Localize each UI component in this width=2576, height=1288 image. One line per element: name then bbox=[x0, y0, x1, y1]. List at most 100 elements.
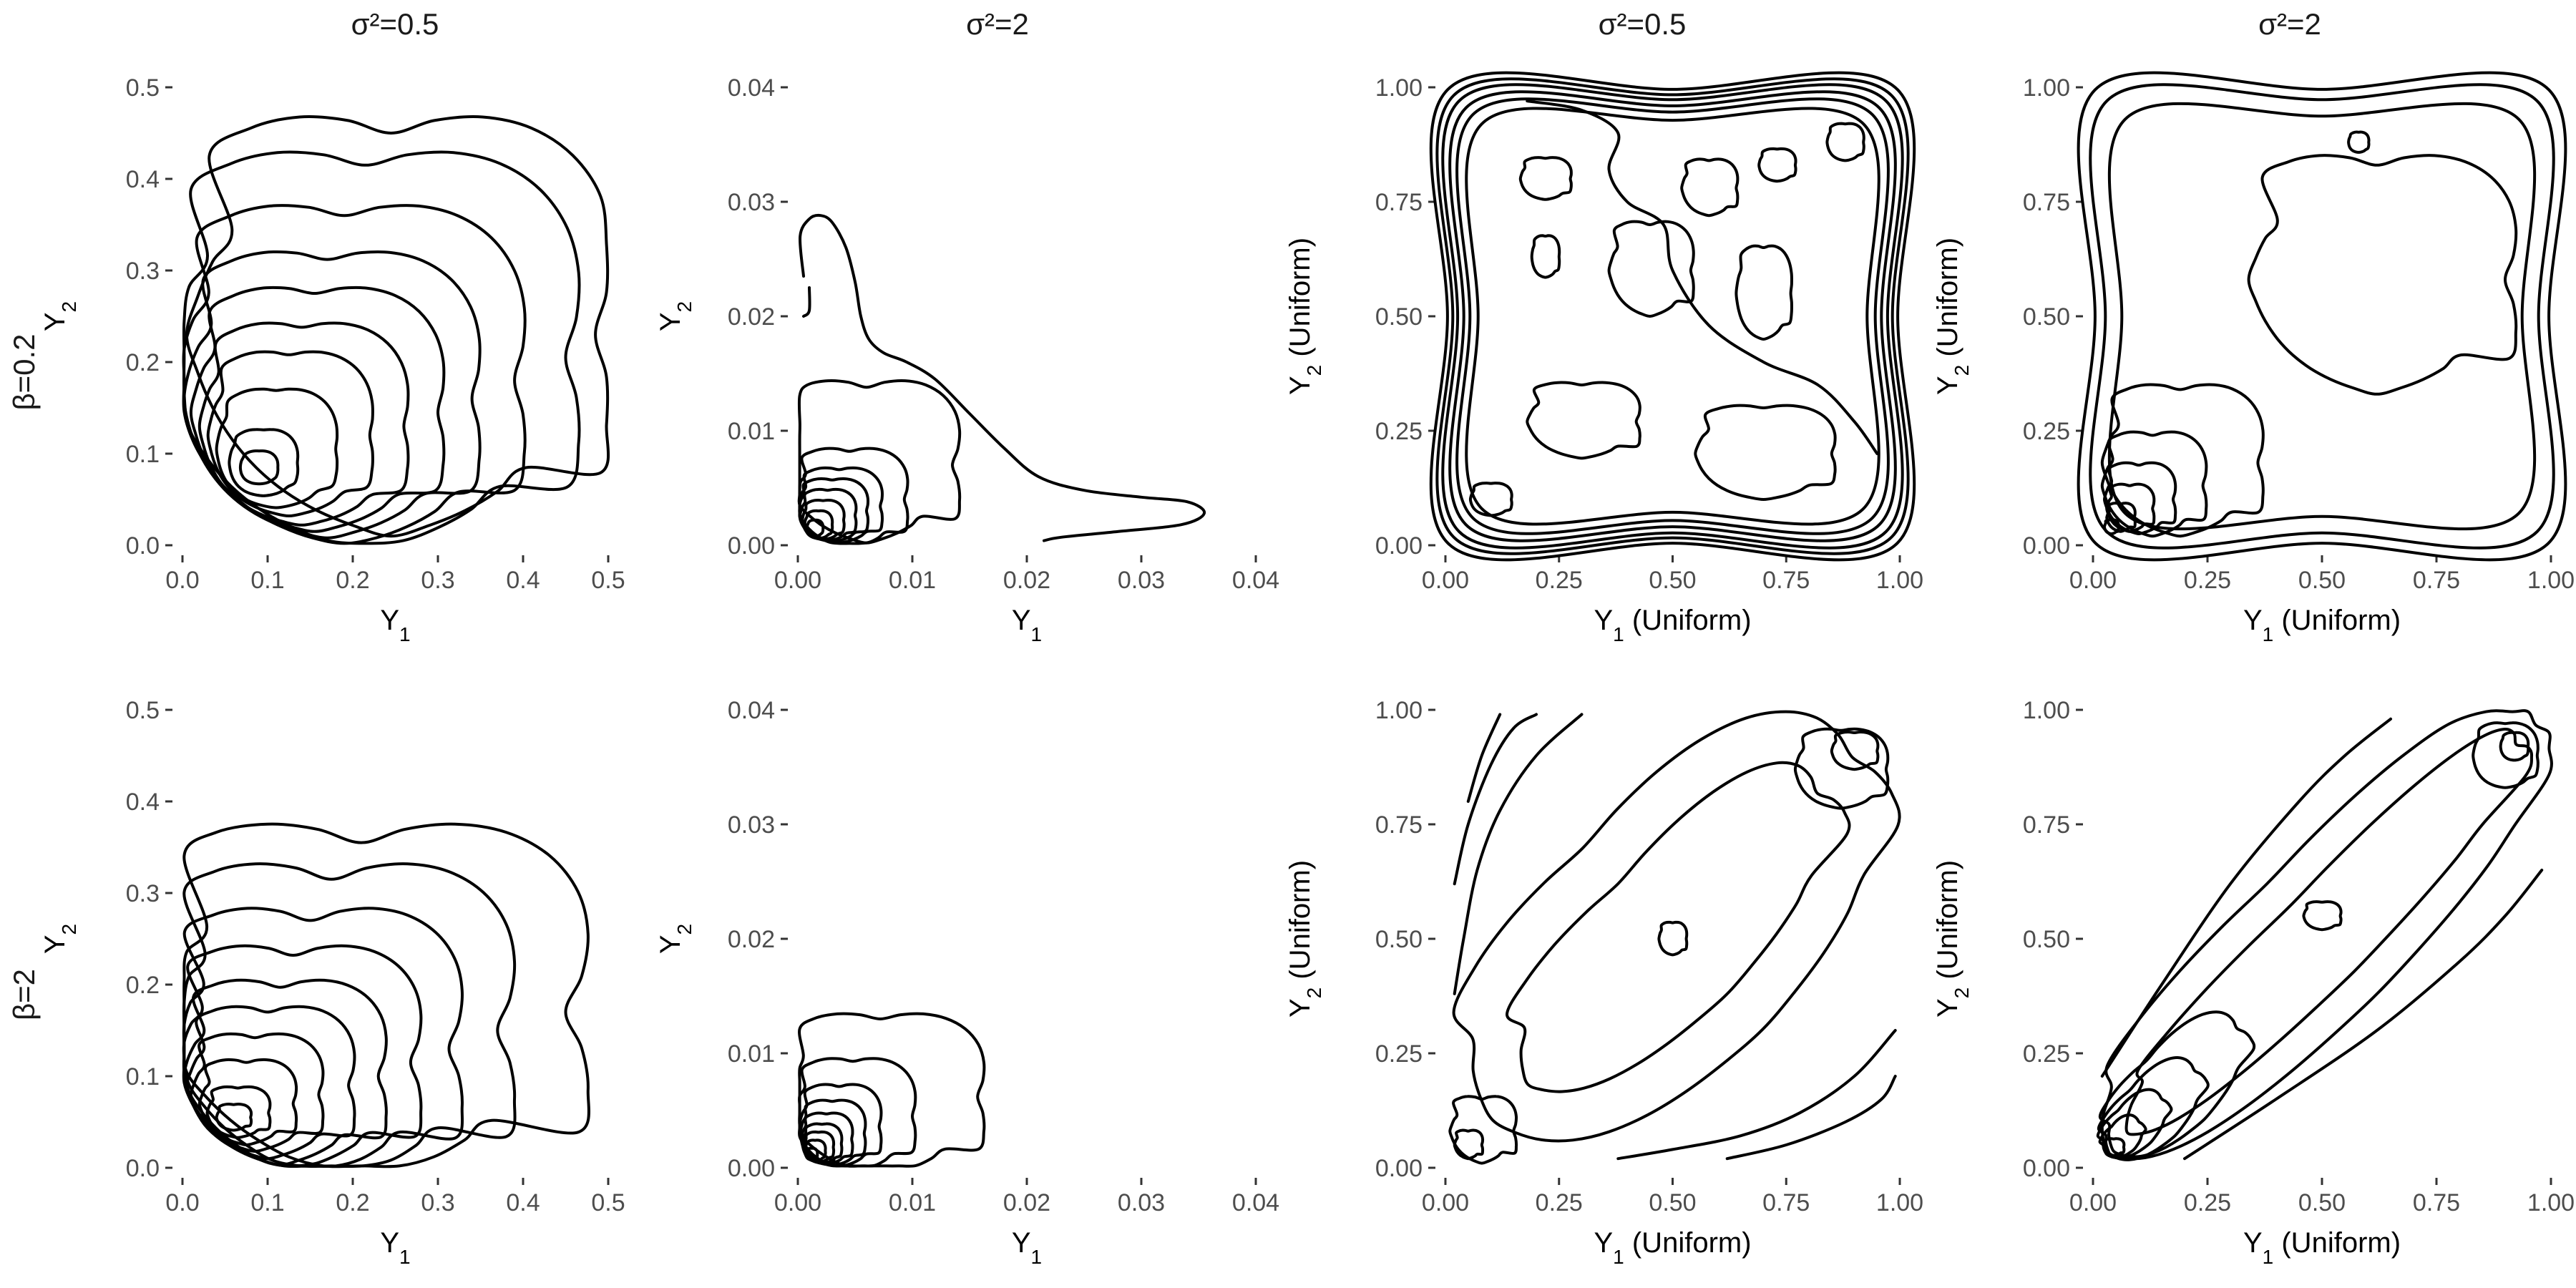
x-tick-label: 0.75 bbox=[2413, 1189, 2460, 1216]
y-tick-label: 0.00 bbox=[2023, 1155, 2070, 1182]
contour-line bbox=[1448, 1095, 1518, 1165]
x-tick-label: 1.00 bbox=[2527, 1189, 2575, 1216]
x-axis-title: Y1 bbox=[1012, 605, 1042, 645]
contour-line bbox=[228, 428, 300, 497]
x-tick-label: 0.00 bbox=[2069, 1189, 2117, 1216]
contour-line bbox=[1757, 147, 1797, 183]
x-axis-title: Y1 (Uniform) bbox=[2243, 1227, 2401, 1268]
x-axis-title: Y1 bbox=[1012, 1227, 1042, 1268]
y-tick-label: 0.00 bbox=[728, 1155, 775, 1182]
x-tick-label: 0.04 bbox=[1232, 567, 1279, 594]
x-tick-label: 0.2 bbox=[336, 567, 369, 594]
x-tick-label: 0.5 bbox=[591, 567, 625, 594]
contour-line bbox=[2347, 130, 2371, 154]
x-tick-label: 0.25 bbox=[2184, 567, 2231, 594]
y-tick-label: 0.75 bbox=[1375, 189, 1423, 216]
x-tick-label: 0.50 bbox=[1649, 1189, 1696, 1216]
contour-line bbox=[1616, 1029, 1897, 1161]
x-tick-label: 1.00 bbox=[1876, 567, 1923, 594]
y-tick-label: 0.4 bbox=[126, 789, 160, 816]
y-axis-title: Y2 bbox=[655, 301, 696, 331]
y-tick-label: 1.00 bbox=[1375, 74, 1423, 102]
y-tick-label: 0.00 bbox=[1375, 1155, 1423, 1182]
x-axis-title: Y1 bbox=[380, 1227, 410, 1268]
y-tick-label: 1.00 bbox=[2023, 697, 2070, 724]
x-axis-title: Y1 (Uniform) bbox=[1594, 605, 1751, 645]
contour-line bbox=[182, 822, 591, 1169]
contour-line bbox=[1735, 244, 1793, 341]
y-tick-label: 1.00 bbox=[1375, 697, 1423, 724]
x-tick-label: 0.1 bbox=[250, 567, 284, 594]
x-tick-label: 0.75 bbox=[1762, 1189, 1810, 1216]
contour-line bbox=[1526, 381, 1641, 460]
contour-line bbox=[1830, 731, 1880, 771]
y-tick-label: 0.00 bbox=[2023, 532, 2070, 560]
row-header-2: β=2 bbox=[7, 969, 41, 1020]
column-header-2: σ²=2 bbox=[966, 7, 1029, 41]
panel-1-2: 0.00 0.01 0.02 0.03 0.04 0.00 0.01 0.02 0.03 0.04… bbox=[655, 74, 1279, 645]
x-tick-label: 0.03 bbox=[1118, 567, 1165, 594]
x-axis-title: Y1 (Uniform) bbox=[2243, 605, 2401, 645]
contour-line bbox=[798, 447, 909, 545]
panel-2-4: 0.00 0.25 0.50 0.75 1.00 0.00 0.25 0.50 0.75 1.00… bbox=[1932, 697, 2575, 1268]
x-tick-label: 0.00 bbox=[774, 567, 821, 594]
contour-line bbox=[1680, 157, 1740, 218]
y-tick-label: 0.25 bbox=[1375, 418, 1423, 445]
contour-line bbox=[182, 250, 482, 540]
y-tick-label: 0.50 bbox=[2023, 303, 2070, 331]
y-axis-title: Y2 bbox=[39, 924, 80, 954]
contour-line bbox=[2107, 102, 2537, 531]
contour-line bbox=[1607, 220, 1695, 318]
contour-line bbox=[2499, 731, 2530, 762]
x-tick-label: 0.00 bbox=[774, 1189, 821, 1216]
y-tick-label: 0.75 bbox=[1375, 811, 1423, 839]
contour-line bbox=[197, 1058, 298, 1146]
row-header-1: β=0.2 bbox=[7, 333, 41, 410]
y-axis-title: Y2 bbox=[39, 301, 80, 331]
contour-line bbox=[1453, 713, 1584, 995]
column-header-4: σ²=2 bbox=[2258, 7, 2321, 41]
y-tick-label: 0.25 bbox=[1375, 1040, 1423, 1068]
y-tick-label: 0.75 bbox=[2023, 811, 2070, 839]
contour-line bbox=[205, 1085, 272, 1139]
contour-line bbox=[1530, 234, 1561, 279]
y-tick-label: 0.01 bbox=[728, 1040, 775, 1068]
x-tick-label: 0.75 bbox=[1762, 567, 1810, 594]
panel-1-4: 0.00 0.25 0.50 0.75 1.00 0.00 0.25 0.50 0.75 1.00… bbox=[1932, 71, 2575, 645]
y-axis-title: Y2 bbox=[655, 924, 696, 954]
x-tick-label: 0.00 bbox=[2069, 567, 2117, 594]
contour-line bbox=[182, 150, 581, 545]
contour-line bbox=[2100, 430, 2208, 538]
x-tick-label: 0.03 bbox=[1118, 1189, 1165, 1216]
y-tick-label: 0.02 bbox=[728, 926, 775, 953]
x-tick-label: 0.04 bbox=[1232, 1189, 1279, 1216]
y-tick-label: 0.25 bbox=[2023, 1040, 2070, 1068]
contour-line bbox=[799, 213, 1206, 542]
contour-line bbox=[2100, 717, 2392, 1078]
y-axis-title: Y2 (Uniform) bbox=[1284, 238, 1325, 395]
y-tick-label: 0.2 bbox=[126, 349, 160, 376]
contour-line bbox=[1453, 1128, 1485, 1161]
y-tick-label: 0.4 bbox=[126, 166, 160, 193]
x-tick-label: 0.0 bbox=[165, 1189, 199, 1216]
contour-line bbox=[1657, 920, 1689, 957]
x-tick-label: 0.50 bbox=[2298, 567, 2346, 594]
panel-grid: 0.0 0.1 0.2 0.3 0.4 0.5 0.0 0.1 0.2 0.3 0.4 0.5 Y1 Y2… bbox=[39, 71, 2575, 1268]
y-tick-label: 0.0 bbox=[126, 532, 160, 560]
contour-line bbox=[2100, 709, 2553, 1161]
contour-line bbox=[1465, 107, 1880, 526]
panel-1-1: 0.0 0.1 0.2 0.3 0.4 0.5 0.0 0.1 0.2 0.3 0.4 0.5 Y1 Y2 bbox=[39, 74, 625, 645]
x-tick-label: 0.50 bbox=[1649, 567, 1696, 594]
contour-line bbox=[1466, 713, 1502, 803]
contour-line bbox=[1793, 727, 1890, 810]
contour-line bbox=[1725, 1075, 1897, 1161]
y-tick-label: 0.02 bbox=[728, 303, 775, 331]
x-tick-label: 0.3 bbox=[421, 1189, 454, 1216]
contour-line bbox=[215, 387, 339, 509]
y-tick-label: 0.5 bbox=[126, 74, 160, 102]
contour-line bbox=[1435, 77, 1910, 555]
contour-line bbox=[1441, 83, 1904, 550]
contour-line bbox=[1526, 99, 1879, 455]
contour-line bbox=[2100, 383, 2265, 538]
